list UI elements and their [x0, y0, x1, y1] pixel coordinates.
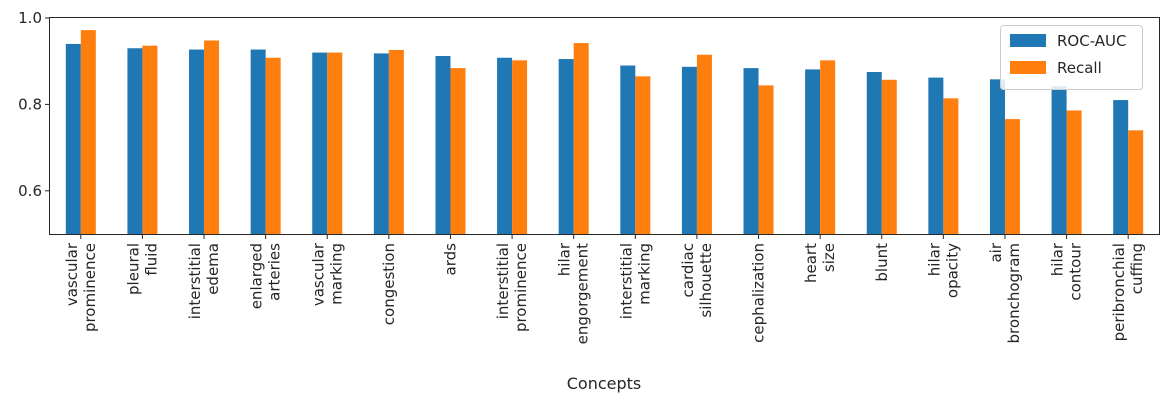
- roc-auc-bar-4: [312, 52, 328, 235]
- x-tick-label: hilar: [925, 242, 943, 276]
- recall-bar-9: [635, 76, 651, 234]
- x-tick-label: arteries: [266, 243, 284, 301]
- x-tick-label: vascular: [309, 242, 327, 306]
- recall-bar-6: [450, 68, 466, 234]
- x-tick-label: peribronchial: [1110, 243, 1128, 341]
- x-tick-label: vascular: [63, 242, 81, 306]
- x-tick-label: cuffing: [1128, 243, 1146, 294]
- recall-bar-17: [1128, 130, 1144, 234]
- roc-auc-bar-6: [435, 56, 451, 234]
- roc-auc-bar-3: [250, 49, 266, 234]
- roc-auc-bar-13: [866, 72, 882, 234]
- x-tick-label: size: [820, 243, 838, 272]
- plot-frame: [49, 17, 1160, 235]
- roc-auc-bar-1: [127, 48, 143, 234]
- recall-bar-14: [943, 98, 959, 234]
- recall-bar-10: [696, 54, 712, 234]
- bars-group: [65, 30, 1144, 235]
- x-tick-label: interstitial: [186, 243, 204, 319]
- roc-auc-bar-2: [189, 49, 205, 234]
- x-tick-label: congestion: [380, 243, 398, 325]
- x-tick-label: blunt: [873, 243, 891, 282]
- recall-bar-12: [820, 60, 836, 235]
- x-axis: vascular prominence pleural fluid interstiti…: [63, 234, 1146, 344]
- x-tick-label: interstitial: [617, 243, 635, 319]
- recall-bar-5: [388, 49, 404, 234]
- recall-bar-2: [204, 40, 220, 235]
- recall-bar-4: [327, 52, 343, 235]
- x-tick-label: marking: [327, 243, 345, 305]
- recall-bar-0: [80, 30, 96, 234]
- x-tick-label: fluid: [142, 243, 160, 276]
- legend: ROC-AUC Recall: [1000, 25, 1143, 90]
- roc-auc-bar-10: [681, 66, 697, 234]
- roc-auc-bar-14: [928, 77, 944, 235]
- x-tick-label: air: [987, 242, 1005, 262]
- x-tick-label: silhouette: [697, 243, 715, 318]
- legend-swatch-1: [1010, 61, 1046, 74]
- recall-bar-16: [1066, 110, 1082, 234]
- x-tick-label: hilar: [1049, 242, 1067, 276]
- x-tick-label: prominence: [512, 243, 530, 332]
- x-tick-label: prominence: [81, 243, 99, 332]
- recall-bar-15: [1004, 119, 1020, 234]
- x-tick-label: heart: [802, 243, 820, 283]
- x-tick-label: marking: [635, 243, 653, 305]
- x-tick-label: cardiac: [679, 243, 697, 297]
- roc-auc-bar-16: [1051, 86, 1067, 234]
- roc-auc-bar-0: [65, 43, 81, 234]
- x-tick-label: opacity: [943, 243, 961, 298]
- x-tick-label: bronchogram: [1005, 243, 1023, 343]
- roc-auc-bar-7: [497, 57, 513, 234]
- roc-auc-bar-15: [989, 79, 1005, 234]
- x-tick-label: cephalization: [750, 243, 768, 343]
- recall-bar-11: [758, 85, 774, 234]
- recall-bar-1: [142, 45, 158, 235]
- legend-label-1: Recall: [1057, 59, 1102, 77]
- roc-auc-bar-9: [620, 65, 636, 235]
- x-tick-label: edema: [204, 243, 222, 295]
- x-axis-label: Concepts: [567, 374, 642, 393]
- y-tick-label: 0.6: [18, 182, 42, 200]
- x-tick-label: ards: [441, 243, 459, 276]
- x-tick-label: contour: [1067, 242, 1085, 300]
- x-tick-label: interstitial: [494, 243, 512, 319]
- recall-bar-3: [265, 57, 281, 234]
- roc-auc-bar-5: [373, 53, 389, 234]
- y-axis: 0.6 0.8 1.0: [18, 9, 50, 200]
- y-tick-label: 1.0: [18, 9, 42, 27]
- recall-bar-8: [573, 43, 589, 235]
- x-tick-label: engorgement: [574, 243, 592, 344]
- x-tick-label: hilar: [556, 242, 574, 276]
- y-tick-label: 0.8: [18, 95, 42, 113]
- x-tick-label: enlarged: [248, 243, 266, 309]
- roc-auc-bar-11: [743, 68, 759, 234]
- roc-auc-bar-12: [805, 69, 821, 234]
- recall-bar-7: [512, 60, 528, 235]
- legend-label-0: ROC-AUC: [1057, 32, 1127, 50]
- roc-auc-bar-8: [558, 59, 574, 234]
- roc-auc-bar-17: [1113, 100, 1129, 234]
- recall-bar-13: [881, 79, 897, 234]
- x-tick-label: pleural: [124, 243, 142, 295]
- legend-swatch-0: [1010, 34, 1046, 47]
